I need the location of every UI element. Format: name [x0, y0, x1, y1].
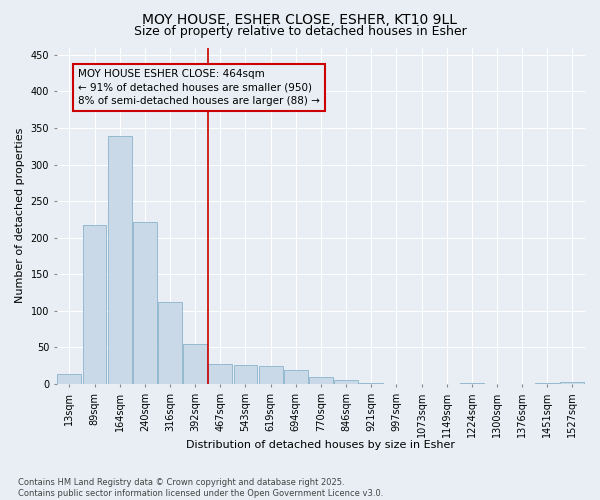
- Bar: [284, 370, 308, 384]
- Bar: [183, 344, 207, 384]
- Bar: [208, 364, 232, 384]
- Bar: [133, 222, 157, 384]
- Bar: [560, 382, 584, 384]
- Bar: [359, 383, 383, 384]
- Bar: [58, 374, 82, 384]
- Text: MOY HOUSE ESHER CLOSE: 464sqm
← 91% of detached houses are smaller (950)
8% of s: MOY HOUSE ESHER CLOSE: 464sqm ← 91% of d…: [78, 70, 320, 106]
- Text: Size of property relative to detached houses in Esher: Size of property relative to detached ho…: [134, 25, 466, 38]
- Text: Contains HM Land Registry data © Crown copyright and database right 2025.
Contai: Contains HM Land Registry data © Crown c…: [18, 478, 383, 498]
- Bar: [460, 383, 484, 384]
- Bar: [158, 302, 182, 384]
- Bar: [334, 380, 358, 384]
- Bar: [108, 136, 131, 384]
- Bar: [83, 225, 106, 384]
- Bar: [233, 365, 257, 384]
- Text: MOY HOUSE, ESHER CLOSE, ESHER, KT10 9LL: MOY HOUSE, ESHER CLOSE, ESHER, KT10 9LL: [143, 12, 458, 26]
- Bar: [309, 376, 333, 384]
- Y-axis label: Number of detached properties: Number of detached properties: [15, 128, 25, 304]
- X-axis label: Distribution of detached houses by size in Esher: Distribution of detached houses by size …: [187, 440, 455, 450]
- Bar: [535, 383, 559, 384]
- Bar: [259, 366, 283, 384]
